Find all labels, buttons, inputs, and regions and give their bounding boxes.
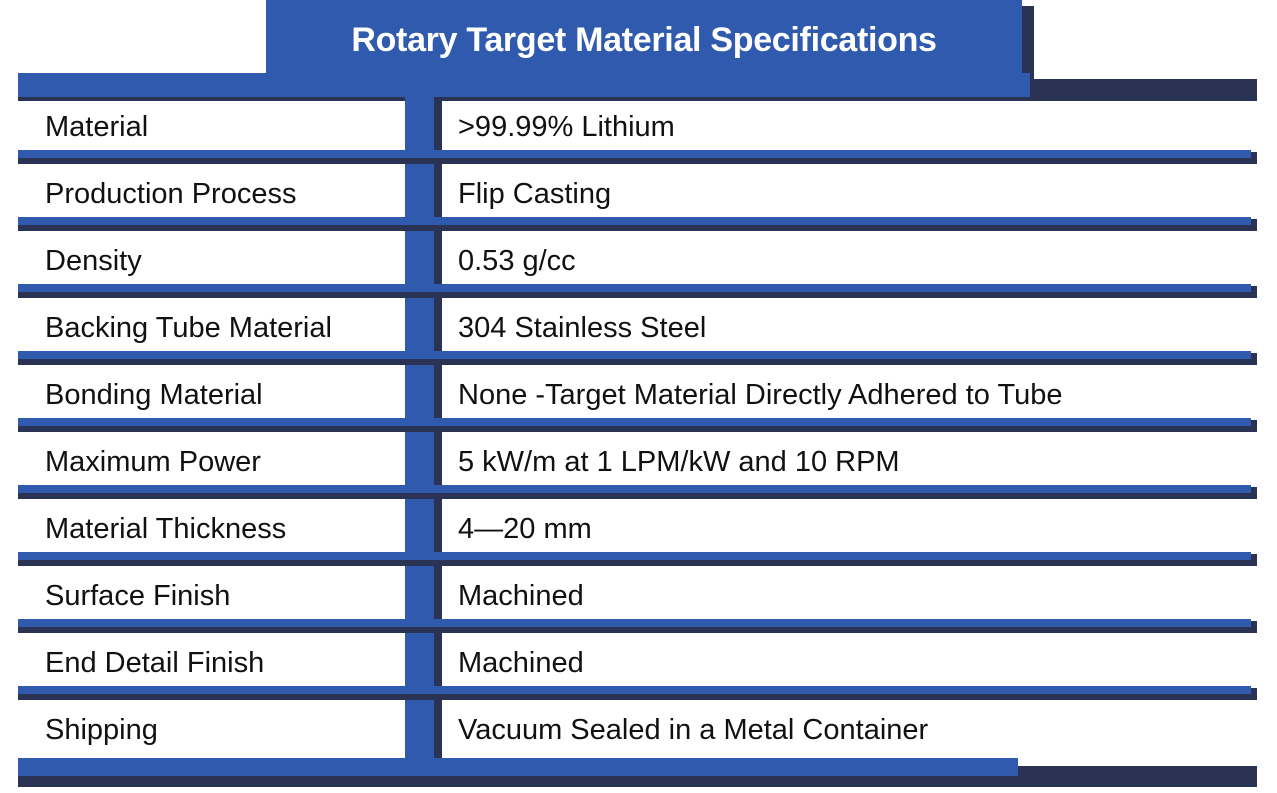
row-separator bbox=[18, 485, 1251, 493]
spec-label: Density bbox=[45, 245, 142, 277]
row-separator bbox=[18, 351, 1251, 359]
row-separator bbox=[18, 552, 1251, 560]
column-divider bbox=[405, 432, 434, 487]
spec-label: End Detail Finish bbox=[45, 647, 265, 679]
column-divider-shadow bbox=[434, 700, 442, 764]
table-row: Backing Tube Material 304 Stainless Stee… bbox=[18, 298, 1257, 365]
column-divider bbox=[405, 365, 434, 420]
column-divider-shadow bbox=[434, 499, 442, 554]
spec-value: Machined bbox=[458, 647, 584, 679]
spec-label: Maximum Power bbox=[45, 446, 261, 478]
top-bar bbox=[18, 73, 1030, 97]
row-separator bbox=[18, 418, 1251, 426]
bottom-bar bbox=[18, 758, 1018, 776]
row-separator bbox=[18, 217, 1251, 225]
table-row: End Detail Finish Machined bbox=[18, 633, 1257, 700]
column-divider-shadow bbox=[434, 365, 442, 420]
spec-table: Material >99.99% Lithium Production Proc… bbox=[18, 97, 1257, 764]
row-separator bbox=[18, 619, 1251, 627]
column-divider-shadow bbox=[434, 164, 442, 219]
spec-value: Machined bbox=[458, 580, 584, 612]
table-row: Bonding Material None -Target Material D… bbox=[18, 365, 1257, 432]
row-separator bbox=[18, 686, 1251, 694]
row-separator bbox=[18, 284, 1251, 292]
table-row: Production Process Flip Casting bbox=[18, 164, 1257, 231]
spec-label: Material Thickness bbox=[45, 513, 287, 545]
column-divider bbox=[405, 633, 434, 688]
spec-value: 304 Stainless Steel bbox=[458, 312, 707, 344]
spec-value: 4—20 mm bbox=[458, 513, 592, 545]
table-row: Surface Finish Machined bbox=[18, 566, 1257, 633]
spec-label: Production Process bbox=[45, 178, 297, 210]
column-divider bbox=[405, 700, 434, 764]
column-divider bbox=[405, 298, 434, 353]
spec-label: Shipping bbox=[45, 714, 158, 746]
column-divider-shadow bbox=[434, 298, 442, 353]
spec-label: Surface Finish bbox=[45, 580, 231, 612]
spec-title: Rotary Target Material Specifications bbox=[266, 0, 1022, 82]
spec-value: None -Target Material Directly Adhered t… bbox=[458, 379, 1063, 411]
column-divider-shadow bbox=[434, 633, 442, 688]
row-separator bbox=[18, 150, 1251, 158]
column-divider bbox=[405, 164, 434, 219]
spec-label: Material bbox=[45, 111, 149, 143]
column-divider-shadow bbox=[434, 566, 442, 621]
column-divider bbox=[405, 97, 434, 152]
column-divider-shadow bbox=[434, 432, 442, 487]
table-row: Material Thickness 4—20 mm bbox=[18, 499, 1257, 566]
table-row: Shipping Vacuum Sealed in a Metal Contai… bbox=[18, 700, 1257, 764]
spec-value: Flip Casting bbox=[458, 178, 612, 210]
spec-label: Bonding Material bbox=[45, 379, 263, 411]
spec-value: 0.53 g/cc bbox=[458, 245, 576, 277]
column-divider-shadow bbox=[434, 231, 442, 286]
spec-value: >99.99% Lithium bbox=[458, 111, 675, 143]
column-divider bbox=[405, 499, 434, 554]
column-divider-shadow bbox=[434, 97, 442, 152]
table-row: Material >99.99% Lithium bbox=[18, 97, 1257, 164]
spec-value: Vacuum Sealed in a Metal Container bbox=[458, 714, 929, 746]
table-row: Maximum Power 5 kW/m at 1 LPM/kW and 10 … bbox=[18, 432, 1257, 499]
column-divider bbox=[405, 566, 434, 621]
table-row: Density 0.53 g/cc bbox=[18, 231, 1257, 298]
spec-value: 5 kW/m at 1 LPM/kW and 10 RPM bbox=[458, 446, 900, 478]
spec-label: Backing Tube Material bbox=[45, 312, 332, 344]
column-divider bbox=[405, 231, 434, 286]
